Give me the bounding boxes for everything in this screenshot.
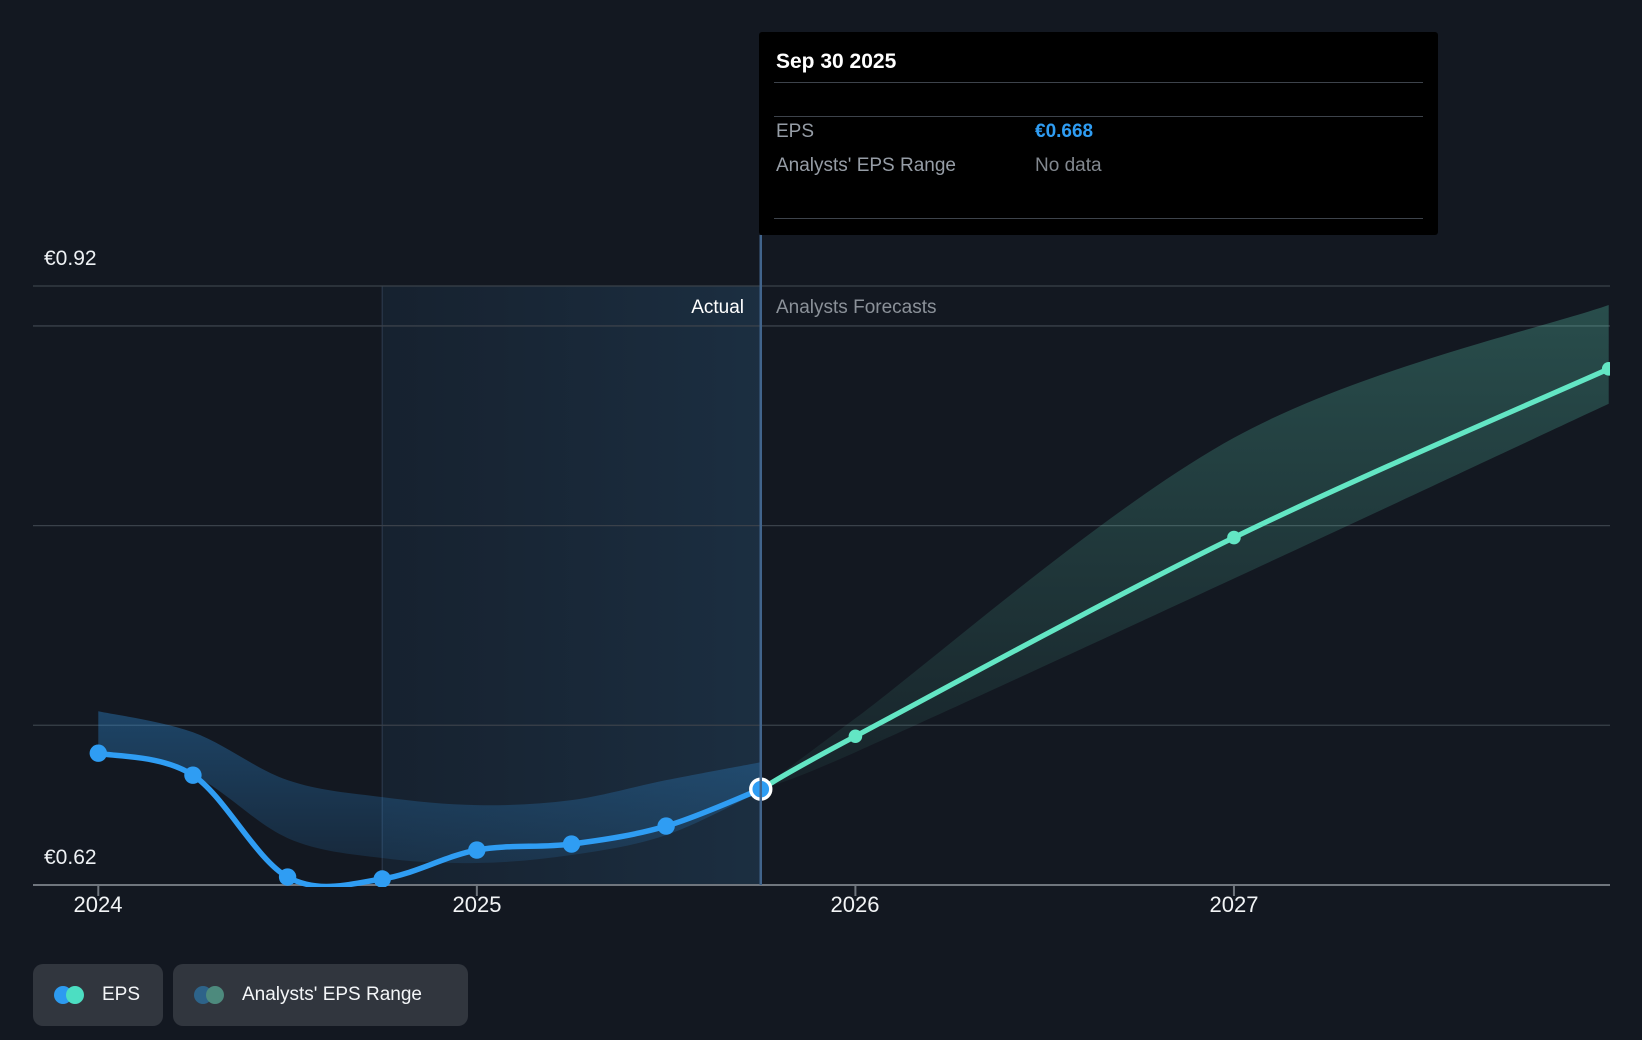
tooltip-divider bbox=[774, 218, 1423, 219]
range-teal-dot-icon bbox=[206, 986, 224, 1004]
forecast-range-band bbox=[760, 304, 1609, 790]
forecast-data-point[interactable] bbox=[1227, 530, 1241, 545]
chart-tooltip: Sep 30 2025 EPS €0.668 Analysts' EPS Ran… bbox=[759, 32, 1438, 235]
x-axis-label-2024: 2024 bbox=[73, 892, 123, 917]
forecast-data-point[interactable] bbox=[1601, 362, 1616, 376]
actual-eps-line bbox=[95, 750, 764, 887]
actual-data-point[interactable] bbox=[278, 868, 297, 886]
forecast-phase-label: Analysts Forecasts bbox=[776, 297, 937, 318]
legend-item-eps[interactable]: EPS bbox=[33, 964, 163, 1026]
tooltip-eps-label: EPS bbox=[776, 121, 815, 142]
tooltip-eps-value: €0.668 bbox=[1035, 121, 1094, 142]
forecast-eps-line bbox=[758, 366, 1610, 792]
forecast-data-point[interactable] bbox=[848, 729, 863, 744]
actual-data-point[interactable] bbox=[562, 835, 581, 853]
y-axis-label-min: €0.62 bbox=[44, 846, 97, 869]
actual-data-point[interactable] bbox=[657, 817, 675, 835]
tooltip-range-label: Analysts' EPS Range bbox=[776, 155, 956, 176]
x-axis-label-2025: 2025 bbox=[452, 892, 502, 917]
actual-data-point[interactable] bbox=[373, 870, 391, 887]
legend-eps-label: EPS bbox=[102, 984, 141, 1005]
actual-range-band bbox=[98, 711, 761, 864]
legend-item-analysts-eps-range[interactable]: Analysts' EPS Range bbox=[173, 964, 468, 1026]
tooltip-date-title: Sep 30 2025 bbox=[776, 50, 897, 73]
actual-data-point[interactable] bbox=[184, 766, 202, 784]
legend-range-label: Analysts' EPS Range bbox=[242, 984, 422, 1005]
eps-teal-dot-icon bbox=[66, 986, 84, 1004]
x-axis-label-2027: 2027 bbox=[1209, 892, 1259, 917]
actual-phase-label: Actual bbox=[691, 297, 744, 318]
y-axis-label-max: €0.92 bbox=[44, 247, 97, 270]
tooltip-range-value: No data bbox=[1035, 155, 1102, 176]
tooltip-divider bbox=[774, 116, 1423, 117]
actual-data-point[interactable] bbox=[89, 744, 108, 762]
tooltip-divider bbox=[774, 82, 1423, 83]
x-axis-label-2026: 2026 bbox=[830, 892, 880, 917]
actual-data-point[interactable] bbox=[468, 841, 486, 859]
